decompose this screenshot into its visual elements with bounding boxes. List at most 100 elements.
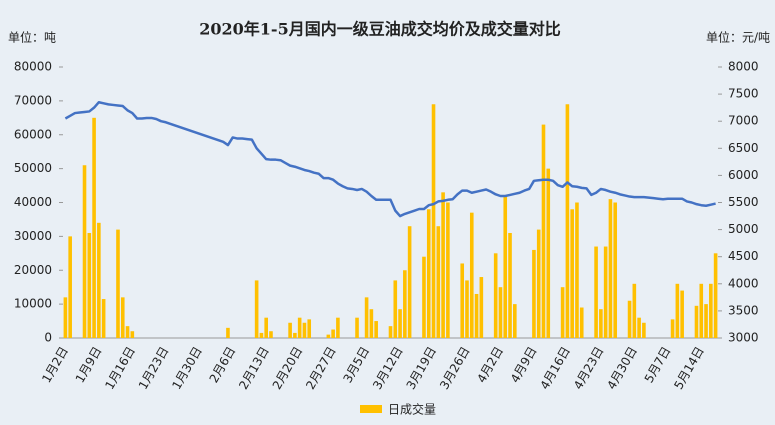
bar <box>68 236 72 338</box>
bar <box>82 165 87 338</box>
bar <box>579 307 584 338</box>
bar <box>493 253 498 338</box>
bar <box>608 199 613 338</box>
bar <box>627 300 632 338</box>
bar <box>302 322 307 338</box>
y-tick-label: 60000 <box>14 127 52 141</box>
bar <box>469 212 474 338</box>
bar <box>603 246 608 338</box>
bar <box>254 280 259 338</box>
y2-tick-label: 3000 <box>728 331 759 345</box>
bar <box>694 305 699 338</box>
bar <box>92 117 96 338</box>
bar <box>369 309 374 338</box>
y2-axis-label: 单位：元/吨 <box>706 30 770 45</box>
bar <box>541 124 546 339</box>
bar <box>326 334 331 338</box>
y-tick-label: 0 <box>44 331 52 345</box>
bar <box>422 256 426 338</box>
bar <box>355 317 359 338</box>
y-tick-label: 80000 <box>14 60 52 74</box>
bar <box>460 263 465 338</box>
y-tick-label: 50000 <box>14 161 52 175</box>
bar <box>536 229 541 338</box>
y2-tick-label: 6500 <box>728 141 759 155</box>
bar <box>642 322 646 338</box>
bar <box>508 232 512 338</box>
bar <box>130 331 135 338</box>
bar <box>125 326 130 338</box>
bar <box>575 202 579 338</box>
y-tick-label: 30000 <box>14 229 52 243</box>
y2-tick-label: 7000 <box>728 114 759 128</box>
y2-tick-label: 7500 <box>728 87 759 101</box>
bar <box>374 321 378 338</box>
bar <box>713 253 718 338</box>
bar <box>613 202 618 338</box>
bar <box>336 317 340 338</box>
y2-tick-label: 5500 <box>728 195 759 209</box>
y-tick-label: 40000 <box>14 195 52 209</box>
y-tick-label: 70000 <box>14 93 52 107</box>
y-tick-label: 20000 <box>14 263 52 277</box>
bar <box>570 209 574 338</box>
bar <box>398 309 402 338</box>
bar <box>297 317 302 338</box>
bar <box>709 283 713 338</box>
bar <box>503 195 508 338</box>
bar <box>116 229 120 338</box>
bar <box>393 280 398 338</box>
bar <box>704 304 708 338</box>
bar <box>101 299 106 338</box>
bar <box>364 297 369 338</box>
bar <box>388 326 393 338</box>
bar <box>474 293 479 338</box>
bar <box>259 332 264 338</box>
bar <box>331 329 335 338</box>
bar <box>97 222 101 338</box>
chart-title: 2020年1-5月国内一级豆油成交均价及成交量对比 <box>199 20 560 39</box>
bar <box>307 319 312 338</box>
bar <box>560 287 565 338</box>
bar <box>670 319 675 338</box>
y2-tick-label: 8000 <box>728 60 759 74</box>
legend-label: 日成交量 <box>388 402 436 417</box>
bar <box>446 202 450 338</box>
bar <box>632 283 637 338</box>
y2-tick-label: 5000 <box>728 222 759 236</box>
bar <box>226 327 230 338</box>
bar <box>699 283 704 338</box>
bar <box>513 304 517 338</box>
bar <box>264 317 268 338</box>
bar <box>120 297 125 338</box>
bar <box>546 168 551 338</box>
bar <box>407 226 412 338</box>
legend-swatch <box>360 405 382 413</box>
price-line <box>64 100 716 218</box>
bar <box>441 192 445 338</box>
bar <box>431 104 436 338</box>
bar <box>565 104 570 338</box>
bar <box>498 287 503 338</box>
bar <box>532 249 536 338</box>
y2-tick-label: 6000 <box>728 168 759 182</box>
bar <box>465 280 469 338</box>
bar <box>293 332 297 338</box>
bar <box>594 246 598 338</box>
bar <box>436 226 441 338</box>
y-tick-label: 10000 <box>14 297 52 311</box>
y-axis-label: 单位：吨 <box>8 30 56 45</box>
y2-tick-label: 3500 <box>728 303 759 317</box>
bar <box>269 331 273 338</box>
bar <box>87 232 92 338</box>
y2-tick-label: 4500 <box>728 249 759 263</box>
bar <box>426 209 431 338</box>
bar <box>680 290 684 338</box>
bar <box>599 309 603 338</box>
bar <box>288 322 292 338</box>
bar <box>403 270 407 338</box>
bar <box>479 277 484 338</box>
bar <box>63 297 68 338</box>
